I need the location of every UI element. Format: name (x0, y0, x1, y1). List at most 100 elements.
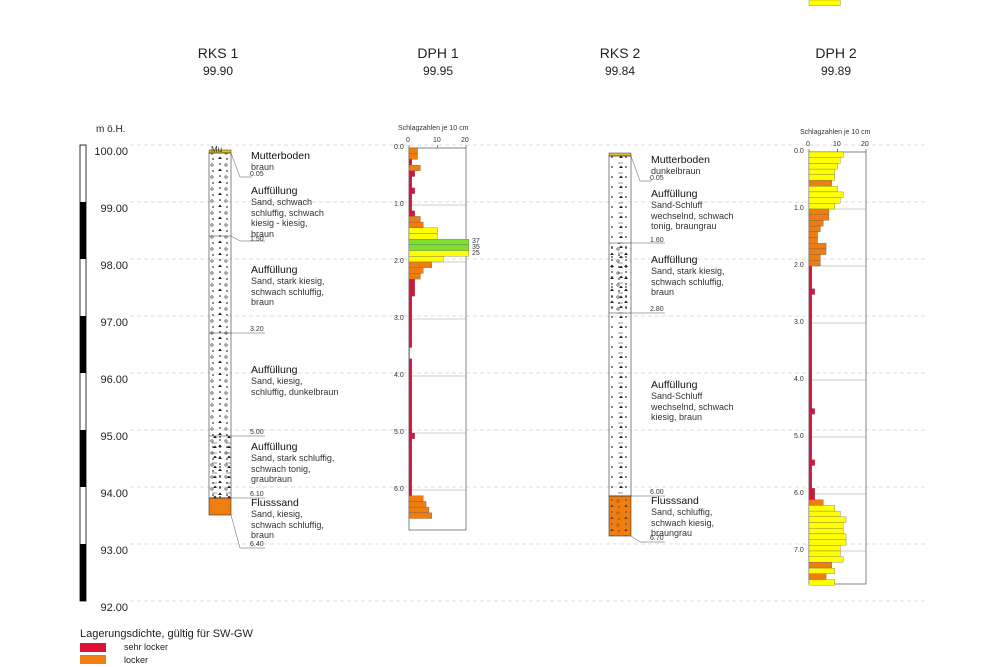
dph-bar (808, 231, 818, 238)
rks2-layer: Auffüllung Sand-Schluff wechselnd, schwa… (651, 188, 734, 231)
dph-bar (808, 265, 812, 272)
dph-bar (408, 273, 421, 280)
dph-bar (808, 505, 835, 512)
dph-bar (808, 391, 812, 398)
dph-bar (408, 239, 469, 246)
dph2-bars (808, 0, 847, 586)
dph1-tick: 0 (406, 137, 410, 144)
dph1-tick: 10 (433, 137, 441, 144)
dph-bar (408, 381, 412, 388)
dph-bar (408, 370, 412, 377)
axis-unit: m ö.H. (96, 124, 126, 135)
dph-bar (808, 510, 841, 517)
legend-swatch-loose (80, 655, 106, 664)
dph-bar (808, 345, 812, 352)
rks1-layer: Auffüllung Sand, schwach schluffig, schw… (251, 185, 324, 239)
dph-bar (808, 533, 847, 540)
dph-bar (808, 465, 812, 472)
dph-bar (408, 244, 469, 251)
dph2-elevation: 99.89 (820, 64, 852, 78)
dph-bar (808, 539, 847, 546)
dph-bar (808, 197, 841, 204)
dph-bar (808, 556, 844, 563)
dph2-depth-label: 2.0 (794, 262, 804, 269)
dph1-title: DPH 1 (417, 45, 459, 61)
dph-bar (808, 419, 812, 426)
dph-bar (408, 472, 412, 479)
rks1-depth-label: 3.20 (250, 326, 264, 333)
dph2-title: DPH 2 (815, 45, 857, 61)
dph-bar (408, 404, 412, 411)
dph-bar (808, 545, 841, 552)
dph-bar (408, 392, 412, 399)
dph-bar (808, 408, 815, 415)
dph-bar (808, 294, 812, 301)
dph-bar (808, 396, 812, 403)
dph1-elevation: 99.95 (422, 64, 454, 78)
dph-bar (808, 493, 815, 500)
legend-swatch-very-loose (80, 643, 106, 652)
dph2-tick: 0 (806, 141, 810, 148)
dph-bar (808, 482, 812, 489)
elevation-gridlines (130, 144, 925, 602)
dph-bar (808, 243, 827, 250)
dph-bar (808, 157, 841, 164)
rks1-topsoil-code: Mu (211, 145, 223, 154)
dph-bar (808, 453, 812, 460)
dph-bar (808, 220, 824, 227)
dph-bar (808, 448, 812, 455)
dph-bar (808, 282, 812, 289)
dph-bar (808, 151, 844, 158)
dph-bar (808, 271, 812, 278)
elev-label: 100.00 (94, 146, 128, 158)
dph-bar (808, 499, 824, 506)
dph-bar (408, 358, 412, 365)
dph-bar (408, 193, 412, 200)
dph1-depth-label: 6.0 (394, 486, 404, 493)
dph-bar (408, 307, 412, 314)
legend-title: Lagerungsdichte, gültig für SW-GW (80, 628, 253, 640)
rks1-depth-label: 5.00 (250, 429, 264, 436)
dph-bar (408, 278, 415, 285)
dph-bar (408, 210, 415, 217)
rks1-depth-label: 1.50 (250, 236, 264, 243)
dph-bar (408, 301, 412, 308)
dph-bar (408, 330, 412, 337)
dph-bar (408, 176, 412, 183)
dph-bar (408, 204, 412, 211)
dph1-depth-label: 0.0 (394, 144, 404, 151)
rks1-depth-label: 6.40 (250, 541, 264, 548)
rks1-layer: Auffüllung Sand, stark kiesig, schwach s… (251, 264, 325, 307)
dph2-depth-label: 4.0 (794, 376, 804, 383)
dph-bar (408, 415, 412, 422)
dph-bar (808, 260, 821, 267)
dph1-axis-title: Schlagzahlen je 10 cm (398, 125, 469, 132)
dph-bar (408, 233, 438, 240)
dph-bar (408, 324, 412, 331)
dph-bar (808, 180, 832, 187)
dph-bar (408, 506, 430, 513)
dph-bar (808, 208, 830, 215)
dph-bar (808, 288, 815, 295)
dph-bar (408, 427, 412, 434)
dph-bar (408, 375, 412, 382)
dph-bar (408, 159, 412, 166)
elevation-scale-bar (79, 144, 87, 602)
dph1-depth-label: 5.0 (394, 429, 404, 436)
rks1-title: RKS 1 (197, 45, 239, 61)
dph-bar (808, 214, 830, 221)
dph-bar (808, 579, 835, 586)
dph-bar (408, 313, 412, 320)
rks1-layer: Auffüllung Sand, kiesig, schluffig, dunk… (251, 364, 339, 397)
dph-bar (808, 225, 821, 232)
dph-bar (808, 567, 835, 574)
dph2-tick: 20 (861, 141, 869, 148)
dph-bar (408, 489, 412, 496)
dph-bar (408, 216, 421, 223)
dph-bar (808, 351, 812, 358)
elev-label: 97.00 (100, 317, 128, 329)
dph-bar (408, 221, 424, 228)
rks1-layer: Mutterboden braun (251, 150, 310, 172)
dph-bar (408, 387, 412, 394)
dph-bar (808, 168, 835, 175)
